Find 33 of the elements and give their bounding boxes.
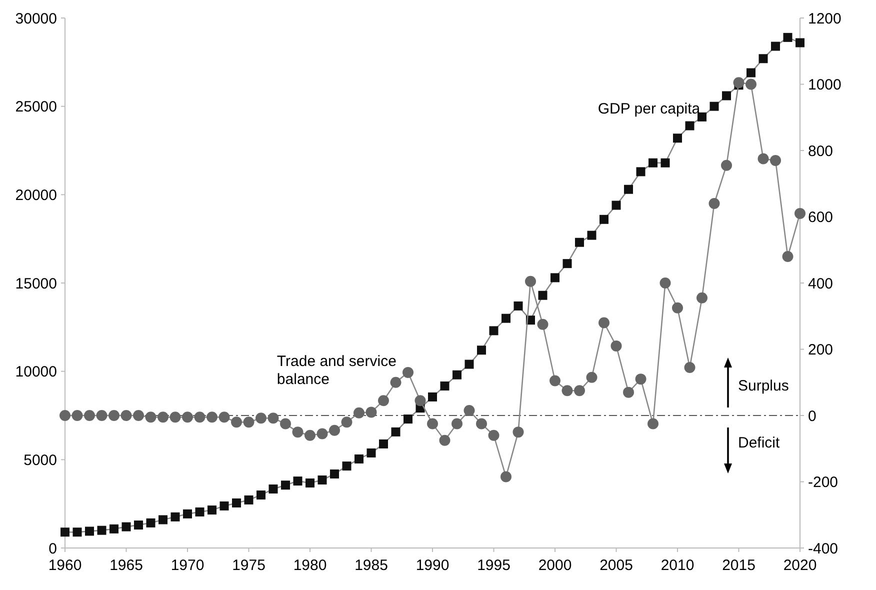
x-tick-label: 2000 [538, 557, 572, 574]
x-tick-label: 2020 [783, 557, 817, 574]
y2-tick-label: -400 [808, 540, 838, 558]
y-tick-label: 20000 [15, 186, 57, 204]
x-tick-label: 1975 [232, 557, 266, 574]
y2-tick-label: 1000 [808, 76, 842, 94]
y-tick-label: 25000 [15, 98, 57, 116]
y-tick-label: 15000 [15, 275, 57, 292]
y2-tick-label: -200 [808, 474, 838, 491]
y2-tick-label: 800 [808, 142, 834, 160]
y2-tick-label: 600 [808, 209, 834, 226]
y-tick-label: 10000 [15, 364, 57, 381]
x-tick-label: 2015 [722, 557, 756, 574]
series-label: GDP per capita [598, 100, 701, 118]
x-tick-label: 1960 [48, 557, 82, 574]
x-tick-label: 1990 [416, 557, 450, 574]
annotation: Deficit [738, 434, 781, 452]
y-tick-label: 5000 [24, 452, 57, 469]
x-tick-label: 1985 [354, 557, 388, 574]
x-tick-label: 1965 [110, 557, 143, 574]
series-label: Trade and service balance [276, 353, 396, 388]
y2-tick-label: 400 [808, 275, 834, 292]
y2-tick-label: 200 [808, 342, 834, 358]
x-tick-label: 1980 [293, 557, 327, 574]
y-tick-label: 30000 [15, 10, 57, 28]
y-tick-label: 0 [48, 540, 57, 558]
x-tick-label: 1995 [477, 557, 510, 574]
y2-tick-label: 1200 [808, 10, 842, 28]
x-tick-label: 1970 [170, 557, 204, 574]
annotation: Surplus [738, 378, 789, 394]
x-tick-label: 2010 [660, 557, 694, 574]
x-tick-label: 2005 [600, 557, 633, 574]
y2-tick-label: 0 [808, 408, 816, 425]
